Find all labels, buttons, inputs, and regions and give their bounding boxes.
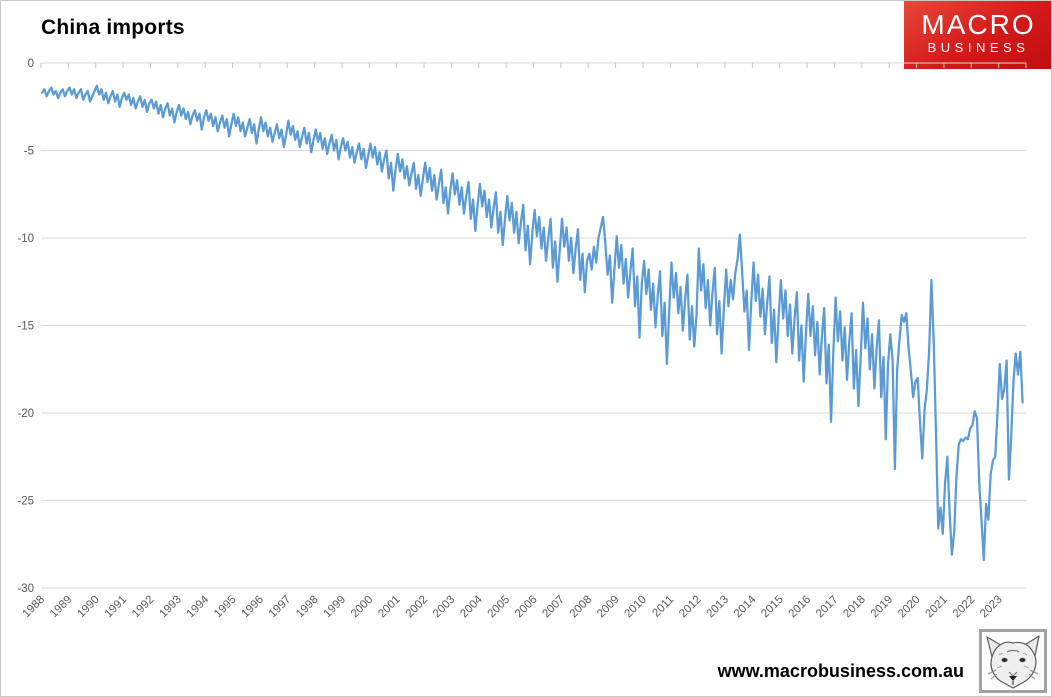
svg-text:1999: 1999 <box>322 594 349 621</box>
svg-text:1991: 1991 <box>103 594 130 621</box>
svg-text:0: 0 <box>28 58 34 70</box>
svg-text:2016: 2016 <box>787 594 814 621</box>
svg-text:2006: 2006 <box>513 594 540 621</box>
svg-text:-15: -15 <box>17 321 34 333</box>
svg-text:-10: -10 <box>17 233 34 245</box>
svg-text:2013: 2013 <box>705 594 732 621</box>
svg-text:1995: 1995 <box>212 594 239 621</box>
svg-text:2017: 2017 <box>814 594 841 621</box>
svg-text:2021: 2021 <box>923 594 950 621</box>
svg-text:1996: 1996 <box>239 594 266 621</box>
svg-text:2005: 2005 <box>486 594 513 621</box>
svg-text:2020: 2020 <box>896 594 923 621</box>
macrobusiness-logo: MACRO BUSINESS <box>904 1 1051 69</box>
svg-text:1992: 1992 <box>130 594 157 621</box>
svg-text:2010: 2010 <box>622 594 649 621</box>
svg-text:-20: -20 <box>17 408 34 420</box>
svg-text:1990: 1990 <box>75 594 102 621</box>
svg-text:2008: 2008 <box>568 594 595 621</box>
svg-text:-5: -5 <box>24 146 34 158</box>
svg-text:-25: -25 <box>17 496 34 508</box>
y-axis-labels: 0 -5 -10 -15 -20 -25 -30 <box>17 58 34 595</box>
x-axis-labels: 1988 1989 1990 1991 1992 1993 1994 1995 1996 1997… <box>21 593 1005 620</box>
svg-text:1994: 1994 <box>185 593 212 620</box>
svg-text:2004: 2004 <box>458 593 485 620</box>
svg-text:2003: 2003 <box>431 594 458 621</box>
chart-title: China imports <box>41 16 185 39</box>
svg-text:2019: 2019 <box>869 594 896 621</box>
svg-text:2012: 2012 <box>677 594 704 621</box>
svg-text:1993: 1993 <box>157 594 184 621</box>
svg-text:2015: 2015 <box>759 594 786 621</box>
website-url: www.macrobusiness.com.au <box>717 661 964 681</box>
svg-text:2022: 2022 <box>951 594 978 621</box>
wolf-logo <box>979 629 1047 693</box>
logo-business-text: BUSINESS <box>927 40 1030 55</box>
svg-text:2002: 2002 <box>404 594 431 621</box>
svg-text:2023: 2023 <box>978 594 1005 621</box>
svg-text:-30: -30 <box>17 583 34 595</box>
svg-text:2009: 2009 <box>595 594 622 621</box>
x-tick-marks <box>40 63 1027 68</box>
svg-text:1988: 1988 <box>21 594 48 621</box>
svg-text:1989: 1989 <box>48 594 75 621</box>
svg-text:1998: 1998 <box>294 594 321 621</box>
svg-text:2018: 2018 <box>841 594 868 621</box>
svg-text:2007: 2007 <box>540 594 567 621</box>
svg-text:2011: 2011 <box>650 594 676 620</box>
svg-text:2001: 2001 <box>376 594 403 621</box>
imports-series-line <box>41 84 1024 562</box>
wolf-sketch-icon <box>986 635 1040 689</box>
svg-text:1997: 1997 <box>267 594 294 621</box>
svg-text:2014: 2014 <box>732 593 759 620</box>
logo-macro-text: MACRO <box>921 9 1036 40</box>
svg-text:2000: 2000 <box>349 594 376 621</box>
